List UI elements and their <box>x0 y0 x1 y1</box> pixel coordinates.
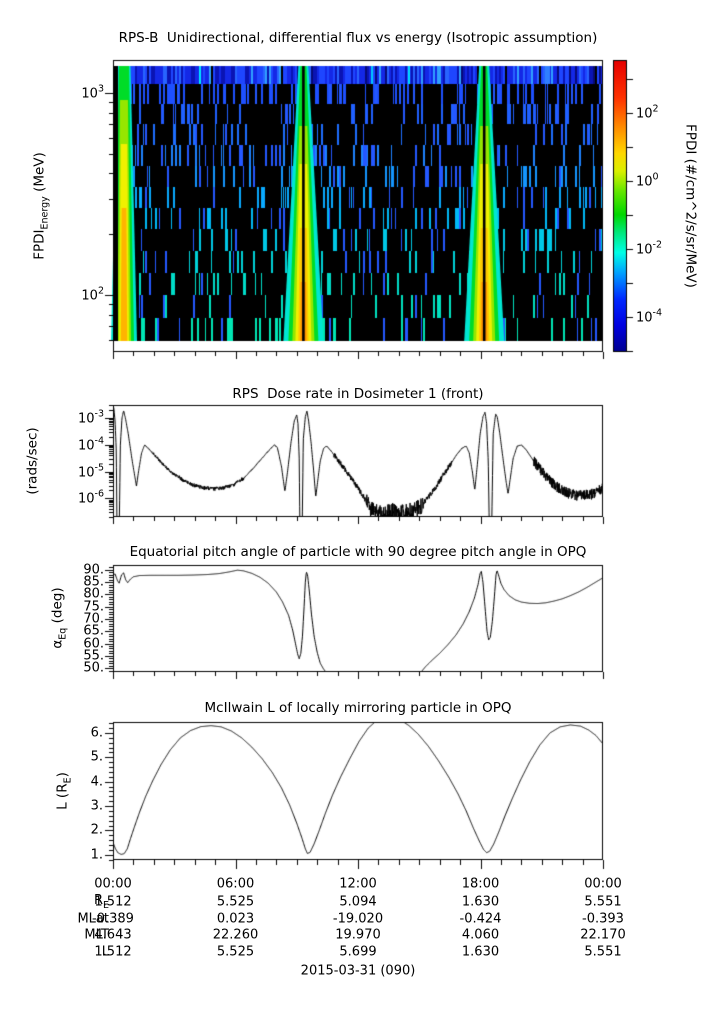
time-tick-label: 06:00 <box>216 876 255 892</box>
l-axis-tick-label: 1. <box>90 847 103 863</box>
colorbar-unit-label: FPDI (#/cm^2/s/sr/MeV) <box>682 124 699 288</box>
ephemeris-value: 22.260 <box>212 927 259 943</box>
ephemeris-value: 5.525 <box>216 894 255 910</box>
spectrogram-y-axis-label: FPDIEnergy (MeV) <box>31 152 51 260</box>
ephemeris-value: -0.424 <box>459 911 502 926</box>
ephemeris-row-label: MLat <box>77 911 109 926</box>
ephemeris-value: 0.023 <box>216 911 255 926</box>
ephemeris-value: 5.551 <box>584 894 622 910</box>
colorbar-tick-label: 10-2 <box>636 239 663 258</box>
l-axis-tick-label: 3. <box>90 798 103 814</box>
pitch-axis-tick-label: 85. <box>83 574 104 590</box>
ephemeris-value: -0.389 <box>92 911 134 926</box>
ephemeris-row-label: RE <box>93 893 109 911</box>
pitch-axis-tick-label: 55. <box>83 648 104 664</box>
ephemeris-value: 1.512 <box>94 944 132 959</box>
colorbar-tick-label: 10-4 <box>636 307 663 326</box>
l-axis-tick-label: 6. <box>90 725 103 741</box>
ephemeris-row-label: MLT <box>84 927 109 943</box>
ephemeris-value: 1.630 <box>461 944 500 959</box>
date-label: 2015-03-31 (090) <box>300 963 416 979</box>
pitch-axis-tick-label: 65. <box>83 623 104 639</box>
ephemeris-value: -0.393 <box>582 911 624 926</box>
l-value-title: McIlwain L of locally mirroring particle… <box>204 700 512 716</box>
ephemeris-value: 4.060 <box>461 927 500 943</box>
pitch-axis-tick-label: 60. <box>83 636 104 652</box>
ephemeris-value: 5.094 <box>339 894 377 910</box>
ephemeris-value: 5.699 <box>339 944 377 959</box>
dose-axis-tick-label: 10-6 <box>77 488 104 507</box>
ephemeris-row-label: L <box>101 944 109 959</box>
dose-axis-tick-label: 10-3 <box>77 408 104 427</box>
time-tick-label: 00:00 <box>94 876 132 892</box>
pitch-axis-tick-label: 70. <box>83 611 104 627</box>
energy-axis-tick-label: 103 <box>81 83 104 102</box>
dose-axis-tick-label: 10-5 <box>77 461 104 481</box>
pitch-angle-panel-canvas <box>83 557 613 692</box>
spectrogram-panel-canvas <box>83 52 613 368</box>
colorbar-tick-label: 102 <box>636 103 659 122</box>
ephemeris-value: 1.630 <box>461 894 500 910</box>
l-value-panel-canvas <box>83 714 613 879</box>
dose-rate-panel-canvas <box>83 397 613 537</box>
ephemeris-value: 1.512 <box>94 894 132 910</box>
colorbar-tick-label: 100 <box>636 171 659 190</box>
pitch-axis-tick-label: 75. <box>83 599 104 615</box>
pitch-axis-tick-label: 50. <box>83 660 104 676</box>
colorbar-canvas <box>605 52 650 368</box>
time-tick-label: 12:00 <box>339 876 377 892</box>
pitch-angle-title: Equatorial pitch angle of particle with … <box>129 544 587 560</box>
ephemeris-value: 5.525 <box>216 944 255 959</box>
dose-rate-title: RPS Dose rate in Dosimeter 1 (front) <box>232 386 484 402</box>
dose-axis-tick-label: 10-4 <box>77 435 104 454</box>
ephemeris-value: 22.170 <box>580 927 626 943</box>
pitch-axis-tick-label: 80. <box>83 586 104 602</box>
l-axis-tick-label: 4. <box>90 774 103 790</box>
pitch-axis-tick-label: 90. <box>83 562 104 578</box>
l-axis-tick-label: 5. <box>90 749 103 765</box>
l-axis-tick-label: 2. <box>90 822 103 838</box>
ephemeris-value: 4.643 <box>94 927 132 943</box>
time-tick-label: 00:00 <box>584 876 622 892</box>
spectrogram-title: RPS-B Unidirectional, differential flux … <box>118 30 598 46</box>
time-tick-label: 18:00 <box>461 876 500 892</box>
ephemeris-value: 5.551 <box>584 944 622 959</box>
energy-axis-tick-label: 102 <box>81 285 104 304</box>
ephemeris-value: 19.970 <box>335 927 381 943</box>
ephemeris-value: -19.020 <box>332 911 384 926</box>
